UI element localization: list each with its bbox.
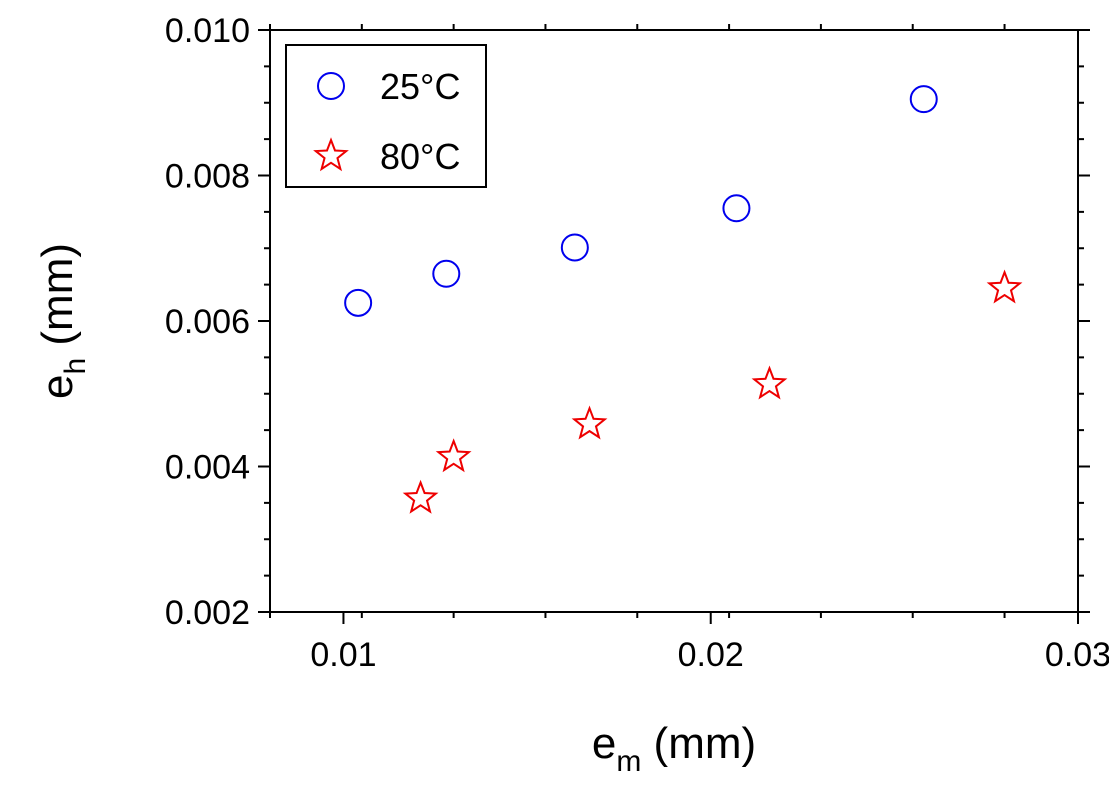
x-tick-label: 0.01 [310, 636, 376, 674]
x-axis-title: em (mm) [592, 719, 756, 778]
point-80c [435, 438, 472, 473]
legend-box [285, 44, 487, 188]
y-tick-label: 0.004 [165, 449, 250, 487]
y-axis-title-sub: h [59, 358, 92, 375]
x-axis-title-sub: m [616, 745, 641, 778]
ticks [258, 24, 1090, 624]
y-tick-label: 0.008 [165, 158, 250, 196]
legend: 25°C 80°C [285, 44, 487, 188]
y-tick-label: 0.010 [165, 12, 250, 50]
legend-marker [317, 72, 345, 100]
legend-marker [313, 137, 349, 172]
y-tick-label: 0.006 [165, 303, 250, 341]
legend-label: 80°C [380, 136, 460, 177]
y-tick-label: 0.002 [165, 594, 250, 632]
y-axis-title-unit: (mm) [33, 243, 82, 358]
point-25c [560, 233, 589, 262]
y-axis-title-base: e [33, 375, 82, 399]
point-25c [722, 194, 751, 223]
point-80c [571, 405, 608, 440]
tick-labels: 0.01 0.02 0.03 0.002 0.004 0.006 0.008 0.010 [165, 12, 1109, 674]
point-80c [402, 479, 439, 514]
y-axis-title: eh (mm) [33, 243, 92, 399]
x-axis-title-unit: (mm) [641, 719, 756, 768]
point-80c [986, 269, 1023, 304]
x-tick-label: 0.03 [1045, 636, 1109, 674]
point-25c [432, 259, 461, 288]
legend-label: 25°C [380, 66, 460, 107]
data-points [344, 85, 1023, 514]
x-axis-title-base: e [592, 719, 616, 768]
x-tick-label: 0.02 [678, 636, 744, 674]
point-25c [909, 85, 938, 114]
point-80c [751, 365, 788, 400]
point-25c [344, 288, 373, 317]
